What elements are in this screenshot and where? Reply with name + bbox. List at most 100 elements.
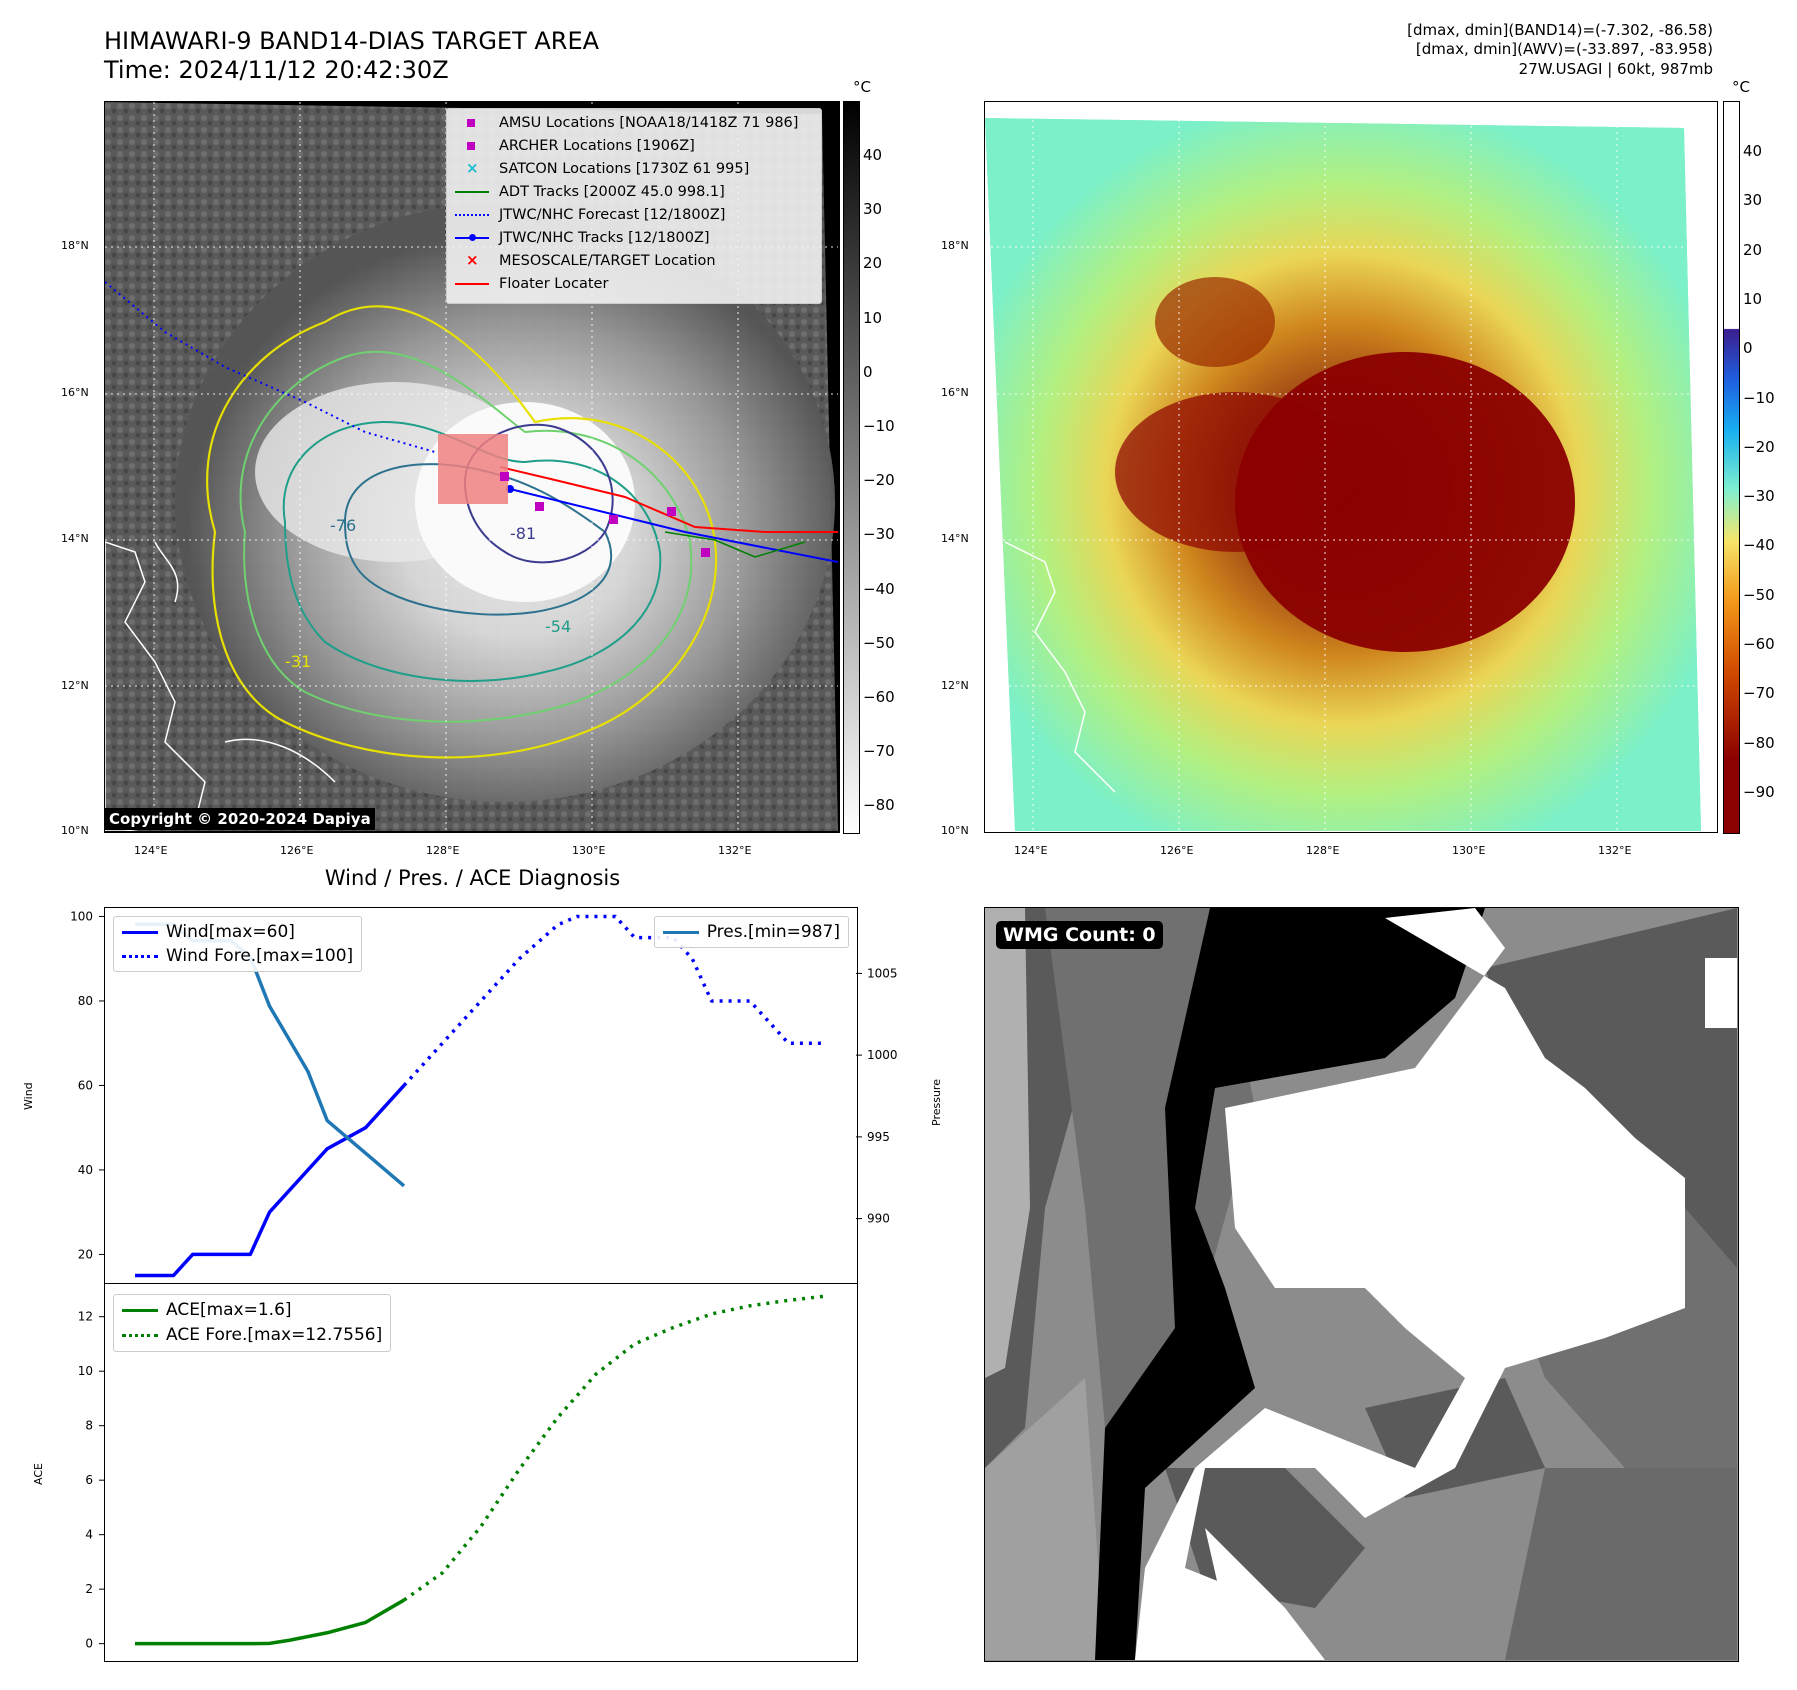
legend-label: ADT Tracks [2000Z 45.0 998.1] xyxy=(499,184,725,200)
colorbar-tick: 0 xyxy=(1743,339,1753,358)
lon-label: 130°E xyxy=(572,844,606,857)
amsu-markers xyxy=(500,472,710,557)
legend-row: ADT Tracks [2000Z 45.0 998.1] xyxy=(455,182,725,202)
lat-label: 16°N xyxy=(61,386,89,399)
contour-yellow xyxy=(206,305,718,759)
ace-legend: ACE[max=1.6] ACE Fore.[max=12.7556] xyxy=(113,1294,392,1352)
y-right-tick-label: 990 xyxy=(867,1212,890,1226)
ace-chart: 0 2 4 6 8 10 12 ACE[max=1.6] ACE Fore.[max=12.… xyxy=(78,1283,858,1662)
ace-axis-label: ACE xyxy=(32,1463,45,1485)
wind-legend: Wind[max=60] Wind Fore.[max=100] xyxy=(113,916,363,972)
wmg-image xyxy=(985,908,1737,1660)
y-tick-label: 4 xyxy=(85,1528,93,1542)
colorbar-tick: 20 xyxy=(1743,240,1763,259)
awv-colorbar-unit: °C xyxy=(1732,78,1750,96)
lon-label: 128°E xyxy=(1306,844,1340,857)
contour-label: -81 xyxy=(510,524,536,543)
ir-map-panel: -76 -81 -54 -31 AMSU Locations [NOAA18/1… xyxy=(104,101,840,833)
awv-map-panel xyxy=(984,101,1718,833)
y-right-tick-label: 995 xyxy=(867,1130,890,1144)
y-tick-label: 2 xyxy=(85,1582,93,1596)
legend-row: Floater Locater xyxy=(455,274,608,294)
legend-marker: × xyxy=(466,251,479,269)
y-tick-label: 6 xyxy=(85,1473,93,1487)
pressure-axis-label: Pressure xyxy=(930,1079,943,1126)
figure-time: Time: 2024/11/12 20:42:30Z xyxy=(104,56,449,84)
lon-label: 128°E xyxy=(426,844,460,857)
y-tick-label: 0 xyxy=(85,1637,93,1651)
awv-map-image xyxy=(985,102,1716,831)
colorbar-tick: −30 xyxy=(1743,487,1775,506)
lon-label: 130°E xyxy=(1452,844,1486,857)
y-tick-label: 100 xyxy=(70,909,93,923)
lon-label: 132°E xyxy=(1598,844,1632,857)
legend-marker xyxy=(455,185,489,199)
lon-label: 124°E xyxy=(134,844,168,857)
contour-teal xyxy=(282,420,662,682)
land-outline xyxy=(1004,541,1116,793)
y-tick-label: 10 xyxy=(78,1364,93,1378)
y-tick-label: 20 xyxy=(78,1247,93,1261)
legend-row: ARCHER Locations [1906Z] xyxy=(455,136,695,156)
ir-map-legend: AMSU Locations [NOAA18/1418Z 71 986] ARCH… xyxy=(446,108,822,304)
contour-label: -31 xyxy=(285,652,311,671)
series-ace xyxy=(135,1598,405,1646)
legend-wind: Wind[max=60] xyxy=(166,922,295,942)
pressure-legend: Pres.[min=987] xyxy=(653,916,849,948)
colorbar-tick: 10 xyxy=(863,308,883,327)
colorbar-tick: −10 xyxy=(1743,388,1775,407)
contour-label: -54 xyxy=(545,617,571,636)
series-ace-fore xyxy=(403,1294,827,1602)
colorbar-tick: 40 xyxy=(863,146,883,164)
colorbar-tick: −50 xyxy=(863,633,895,652)
lat-label: 10°N xyxy=(61,824,89,837)
colorbar-tick: −90 xyxy=(1743,782,1775,801)
colorbar-tick: 10 xyxy=(1743,289,1763,308)
legend-label: MESOSCALE/TARGET Location xyxy=(499,253,716,269)
colorbar-tick: −20 xyxy=(1743,437,1775,456)
contour-navy xyxy=(463,423,614,564)
lat-label: 10°N xyxy=(941,824,969,837)
ir-colorbar-unit: °C xyxy=(853,78,871,96)
legend-row: JTWC/NHC Tracks [12/1800Z] xyxy=(455,228,710,248)
lat-label: 14°N xyxy=(61,532,89,545)
colorbar-tick: −60 xyxy=(863,688,895,706)
ir-colorbar xyxy=(843,101,860,834)
wmg-panel: WMG Count: 0 xyxy=(984,907,1739,1662)
legend-row: AMSU Locations [NOAA18/1418Z 71 986] xyxy=(455,113,798,133)
floater-locater xyxy=(499,466,838,533)
land-outline xyxy=(105,541,206,831)
lat-label: 16°N xyxy=(941,386,969,399)
colorbar-tick: −80 xyxy=(1743,733,1775,752)
awv-range: [dmax, dmin](AWV)=(-33.897, -83.958) xyxy=(1415,40,1713,58)
colorbar-tick: −70 xyxy=(863,742,895,761)
adt-track xyxy=(664,531,806,558)
wind-pressure-chart: 20 40 60 80 100 990 995 1000 1005 Wind[max=60] W… xyxy=(70,907,898,1286)
series-wind-fore xyxy=(402,914,827,1087)
legend-row: JTWC/NHC Forecast [12/1800Z] xyxy=(455,205,725,225)
legend-marker xyxy=(455,231,489,245)
legend-row: × MESOSCALE/TARGET Location xyxy=(455,251,716,271)
colorbar-tick: 0 xyxy=(863,362,873,381)
lat-label: 18°N xyxy=(61,239,89,252)
legend-label: SATCON Locations [1730Z 61 995] xyxy=(499,161,750,177)
copyright-label: Copyright © 2020-2024 Dapiya xyxy=(105,808,375,830)
y-tick-label: 60 xyxy=(78,1078,93,1092)
y-tick-label: 8 xyxy=(85,1419,93,1433)
legend-row: × SATCON Locations [1730Z 61 995] xyxy=(455,159,749,179)
contour-green xyxy=(239,350,693,723)
lon-label: 126°E xyxy=(280,844,314,857)
mesoscale-target-box xyxy=(438,434,508,504)
colorbar-tick: −80 xyxy=(863,796,895,815)
legend-marker xyxy=(455,208,489,222)
colorbar-tick: −70 xyxy=(1743,684,1775,703)
colorbar-tick: −30 xyxy=(863,525,895,544)
y-right-tick-label: 1000 xyxy=(867,1048,898,1062)
wmg-count-badge: WMG Count: 0 xyxy=(996,921,1163,949)
series-wind xyxy=(135,1084,406,1278)
ace-plot: 0 2 4 6 8 10 12 xyxy=(78,1294,827,1651)
storm-info: 27W.USAGI | 60kt, 987mb xyxy=(1518,60,1713,78)
diagnosis-title: Wind / Pres. / ACE Diagnosis xyxy=(324,866,621,890)
contour-blue xyxy=(343,463,613,616)
lat-label: 18°N xyxy=(941,239,969,252)
